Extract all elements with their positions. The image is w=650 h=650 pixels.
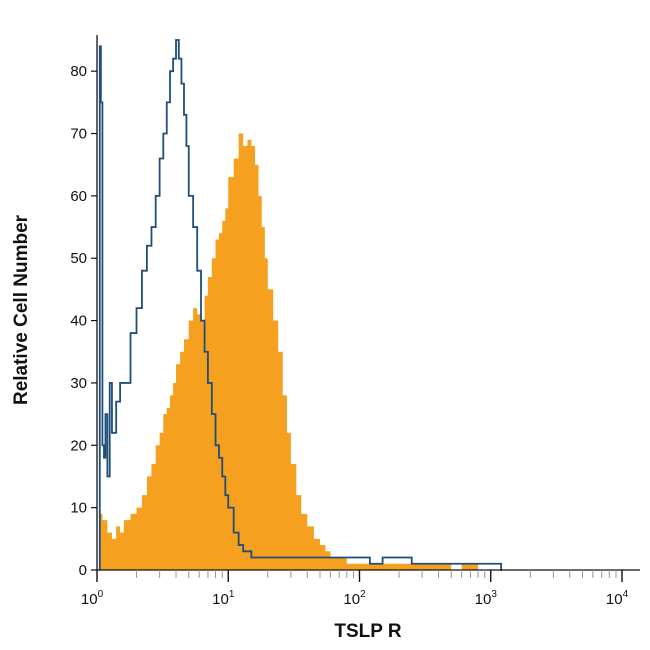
- x-axis-title: TSLP R: [334, 621, 401, 642]
- stained-histogram-fill: [99, 133, 504, 570]
- y-tick-group: 0 10 20 30 40 50 60 70 80: [70, 63, 97, 579]
- histogram-series: [98, 39, 504, 571]
- plot-area: 0 10 20 30 40 50 60 70 80 100 101 102 103 104: [70, 35, 640, 608]
- x-tick-label: 100: [81, 589, 104, 608]
- x-tick-group: 100 101 102 103 104: [81, 570, 629, 608]
- x-axis: 100 101 102 103 104: [81, 569, 640, 608]
- y-tick-label: 80: [70, 63, 87, 80]
- y-tick-label: 60: [70, 188, 87, 205]
- y-tick-label: 0: [79, 562, 87, 579]
- x-tick-label: 104: [606, 589, 629, 608]
- y-tick-label: 40: [70, 313, 87, 330]
- y-tick-label: 30: [70, 375, 87, 392]
- x-tick-label: 102: [343, 589, 366, 608]
- y-axis-title: Relative Cell Number: [11, 214, 32, 405]
- y-tick-label: 20: [70, 437, 87, 454]
- control-histogram-line: [98, 39, 503, 571]
- x-tick-label: 101: [212, 589, 235, 608]
- y-tick-label: 10: [70, 500, 87, 517]
- y-tick-label: 50: [70, 250, 87, 267]
- x-tick-label: 103: [475, 589, 498, 608]
- y-axis: 0 10 20 30 40 50 60 70 80: [70, 35, 98, 579]
- y-tick-label: 70: [70, 126, 87, 143]
